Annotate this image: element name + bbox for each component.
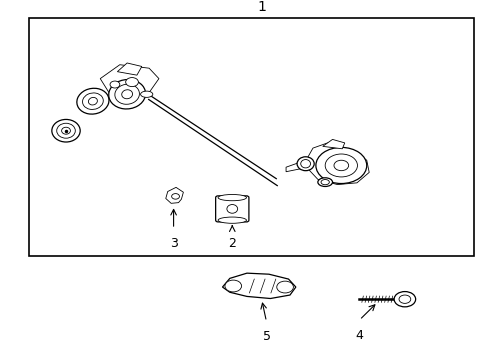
Text: 2: 2 bbox=[228, 237, 236, 250]
Circle shape bbox=[315, 147, 366, 184]
Polygon shape bbox=[100, 65, 159, 94]
Ellipse shape bbox=[77, 88, 109, 114]
Ellipse shape bbox=[141, 91, 153, 97]
Ellipse shape bbox=[122, 90, 132, 99]
Ellipse shape bbox=[82, 93, 103, 109]
Ellipse shape bbox=[218, 217, 246, 223]
Circle shape bbox=[398, 295, 410, 303]
Ellipse shape bbox=[88, 98, 97, 105]
Circle shape bbox=[171, 194, 179, 199]
Text: 5: 5 bbox=[262, 330, 270, 343]
Ellipse shape bbox=[218, 194, 246, 201]
Polygon shape bbox=[165, 187, 183, 203]
Text: 3: 3 bbox=[169, 237, 177, 250]
FancyBboxPatch shape bbox=[215, 196, 248, 222]
Text: 1: 1 bbox=[257, 0, 265, 14]
Polygon shape bbox=[117, 63, 142, 75]
Ellipse shape bbox=[226, 204, 237, 213]
Ellipse shape bbox=[108, 80, 145, 109]
Ellipse shape bbox=[61, 127, 70, 134]
Ellipse shape bbox=[296, 157, 313, 171]
Ellipse shape bbox=[52, 120, 80, 142]
Polygon shape bbox=[307, 143, 368, 185]
Ellipse shape bbox=[317, 178, 332, 186]
Text: 4: 4 bbox=[355, 329, 363, 342]
Ellipse shape bbox=[300, 159, 310, 168]
Bar bbox=[29, 18, 473, 256]
Circle shape bbox=[125, 77, 138, 87]
Ellipse shape bbox=[321, 180, 329, 185]
Circle shape bbox=[393, 292, 415, 307]
Circle shape bbox=[224, 280, 241, 292]
Polygon shape bbox=[322, 139, 344, 149]
Ellipse shape bbox=[115, 84, 139, 104]
Polygon shape bbox=[222, 273, 295, 298]
Circle shape bbox=[333, 160, 348, 171]
Polygon shape bbox=[285, 162, 303, 172]
Circle shape bbox=[110, 81, 120, 88]
Circle shape bbox=[325, 154, 357, 177]
Circle shape bbox=[276, 281, 293, 293]
Ellipse shape bbox=[57, 123, 75, 138]
